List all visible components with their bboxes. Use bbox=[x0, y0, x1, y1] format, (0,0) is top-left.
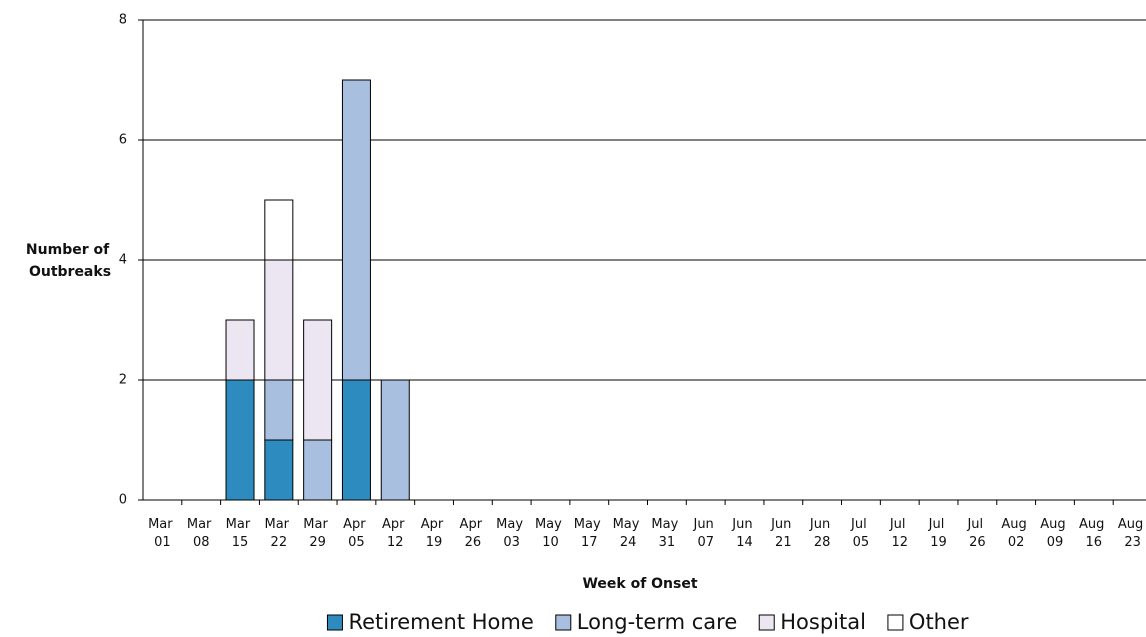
y-axis-label: Number of Outbreaks bbox=[26, 242, 114, 280]
x-tick-label: May 10 bbox=[535, 517, 566, 550]
bar-segment bbox=[264, 199, 294, 261]
x-tick-label: Apr 19 bbox=[421, 517, 448, 550]
x-tick-label: May 17 bbox=[574, 517, 605, 550]
x-tick-label: Aug 16 bbox=[1079, 517, 1109, 550]
x-tick-label: Jul 19 bbox=[928, 517, 949, 550]
x-tick-label: May 31 bbox=[651, 517, 682, 550]
x-axis-label: Week of Onset bbox=[582, 576, 697, 592]
x-tick-label: Mar 01 bbox=[148, 517, 177, 550]
y-tick-label: 8 bbox=[119, 13, 127, 28]
legend-label: Other bbox=[909, 610, 969, 634]
x-tick-label: Apr 12 bbox=[382, 517, 409, 550]
bar-segment bbox=[380, 379, 410, 501]
bar-segment bbox=[303, 439, 333, 501]
legend-swatch bbox=[887, 614, 904, 631]
x-tick-label: Apr 05 bbox=[343, 517, 370, 550]
y-tick-label: 4 bbox=[119, 253, 127, 268]
x-tick-label: Jun 21 bbox=[770, 517, 795, 550]
bar-segment bbox=[225, 379, 255, 501]
x-tick-label: Jul 05 bbox=[850, 517, 871, 550]
legend: Retirement Home Long-term care Hospital Oth… bbox=[326, 610, 969, 634]
legend-label: Long-term care bbox=[577, 610, 737, 634]
x-tick-label: Mar 15 bbox=[226, 517, 255, 550]
legend-label: Retirement Home bbox=[348, 610, 533, 634]
x-tick-label: Aug 23 bbox=[1118, 517, 1146, 550]
bar-segment bbox=[303, 319, 333, 441]
x-tick-label: May 03 bbox=[496, 517, 527, 550]
x-tick-label: Apr 26 bbox=[460, 517, 487, 550]
x-tick-label: Mar 29 bbox=[303, 517, 332, 550]
x-tick-label: Mar 08 bbox=[187, 517, 216, 550]
x-tick-label: Jun 07 bbox=[692, 517, 717, 550]
legend-swatch bbox=[758, 614, 775, 631]
bar-segment bbox=[264, 439, 294, 501]
x-tick-label: Jun 14 bbox=[731, 517, 756, 550]
bar-segment bbox=[225, 319, 255, 381]
bar-segment bbox=[341, 79, 371, 381]
bar-segment bbox=[341, 379, 371, 501]
y-tick-label: 0 bbox=[119, 493, 127, 508]
x-tick-label: Aug 09 bbox=[1040, 517, 1070, 550]
x-tick-label: Mar 22 bbox=[264, 517, 293, 550]
legend-label: Hospital bbox=[780, 610, 866, 634]
x-tick-label: May 24 bbox=[613, 517, 644, 550]
y-tick-label: 6 bbox=[119, 133, 127, 148]
x-tick-label: Jul 26 bbox=[966, 517, 987, 550]
x-tick-label: Jun 28 bbox=[809, 517, 834, 550]
x-tick-label: Jul 12 bbox=[889, 517, 910, 550]
legend-swatch bbox=[326, 614, 343, 631]
y-tick-label: 2 bbox=[119, 373, 127, 388]
legend-swatch bbox=[555, 614, 572, 631]
x-tick-label: Aug 02 bbox=[1001, 517, 1031, 550]
bar-segment bbox=[264, 259, 294, 381]
bar-segment bbox=[264, 379, 294, 441]
